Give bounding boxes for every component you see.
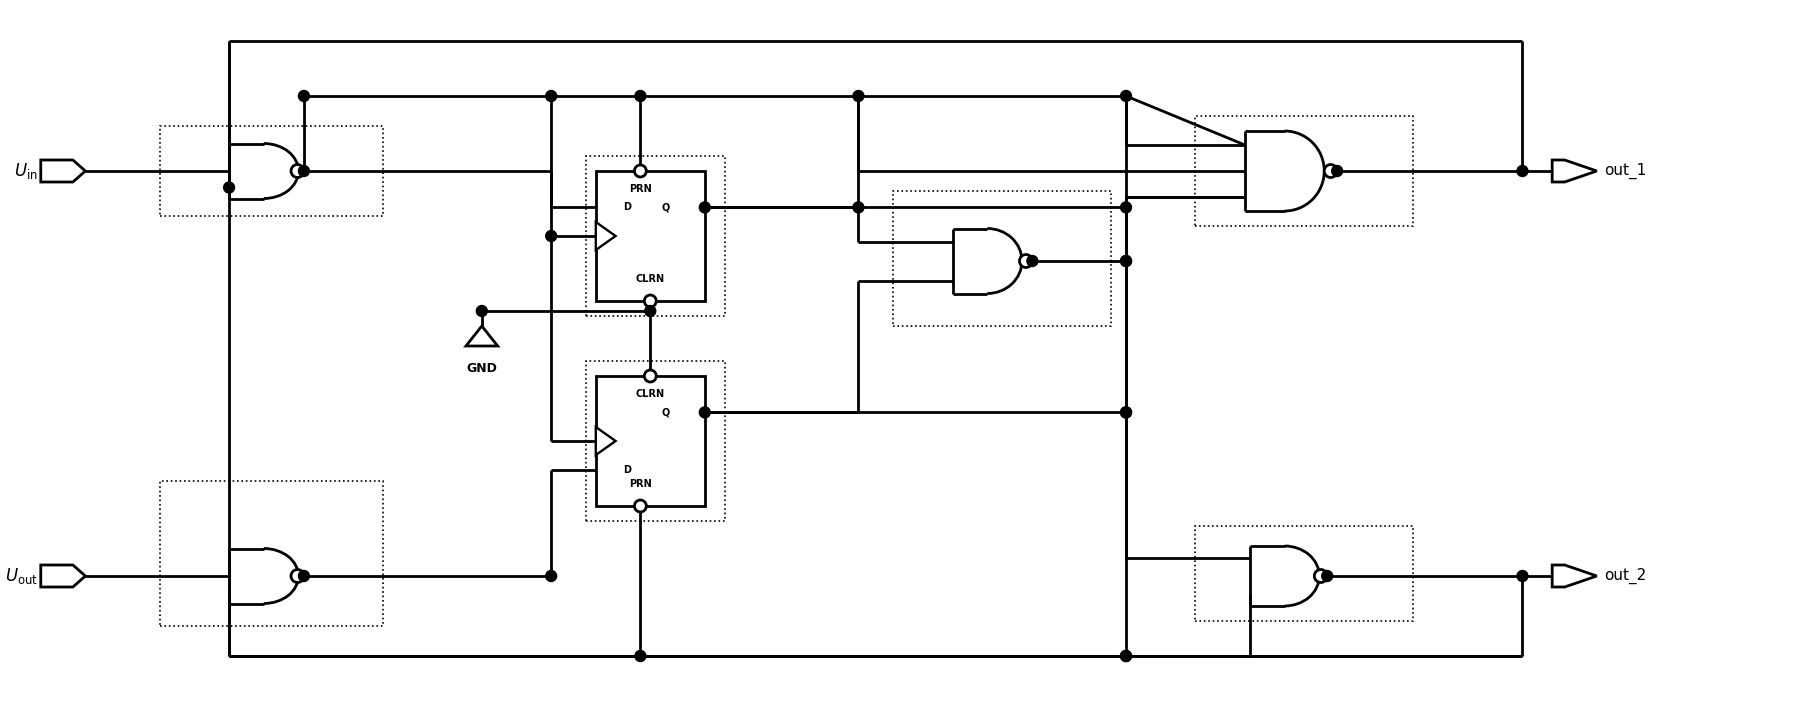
Polygon shape [465, 326, 497, 346]
Bar [596, 376, 704, 506]
Polygon shape [1552, 160, 1597, 182]
Text: PRN: PRN [629, 479, 652, 489]
Circle shape [546, 90, 557, 102]
Polygon shape [1552, 565, 1597, 587]
Polygon shape [41, 565, 86, 587]
Circle shape [546, 230, 557, 242]
Circle shape [1322, 570, 1333, 582]
Text: $U_{\rm in}$: $U_{\rm in}$ [14, 161, 38, 181]
Circle shape [1121, 651, 1131, 661]
Text: $U_{\rm out}$: $U_{\rm out}$ [5, 566, 38, 586]
Text: Q: Q [661, 203, 670, 213]
Bar [160, 126, 383, 216]
Circle shape [1121, 90, 1131, 102]
Circle shape [645, 295, 656, 307]
Bar [1196, 526, 1413, 621]
Circle shape [1121, 407, 1131, 418]
Circle shape [291, 570, 304, 582]
Circle shape [1315, 570, 1327, 582]
Circle shape [1518, 166, 1528, 176]
Text: PRN: PRN [629, 184, 652, 194]
Polygon shape [596, 427, 616, 455]
Circle shape [1020, 255, 1033, 267]
Text: Q: Q [661, 407, 670, 417]
Circle shape [636, 651, 647, 661]
Bar [596, 171, 704, 301]
Circle shape [546, 570, 557, 582]
Circle shape [699, 407, 709, 418]
Circle shape [634, 500, 647, 512]
Circle shape [298, 166, 309, 176]
Circle shape [1121, 651, 1131, 661]
Bar [160, 481, 383, 626]
Polygon shape [596, 222, 616, 250]
Circle shape [699, 202, 709, 213]
Circle shape [1027, 255, 1038, 267]
Circle shape [645, 370, 656, 382]
Text: D: D [623, 203, 632, 213]
Circle shape [1518, 570, 1528, 582]
Circle shape [291, 164, 304, 178]
Bar [585, 156, 724, 316]
Circle shape [1121, 255, 1131, 267]
Circle shape [645, 306, 656, 316]
Bar [893, 191, 1112, 326]
Bar [1196, 116, 1413, 226]
Circle shape [298, 90, 309, 102]
Circle shape [1121, 255, 1131, 267]
Circle shape [853, 90, 864, 102]
Circle shape [1331, 166, 1343, 176]
Circle shape [853, 202, 864, 213]
Text: GND: GND [467, 363, 497, 375]
Text: CLRN: CLRN [636, 389, 665, 399]
Text: D: D [623, 464, 632, 475]
Circle shape [224, 182, 235, 193]
Circle shape [1121, 407, 1131, 418]
Text: out_1: out_1 [1604, 163, 1645, 179]
Circle shape [298, 570, 309, 582]
Bar [585, 361, 724, 521]
Circle shape [1324, 164, 1336, 178]
Circle shape [1121, 202, 1131, 213]
Text: CLRN: CLRN [636, 274, 665, 284]
Circle shape [636, 90, 647, 102]
Circle shape [634, 165, 647, 177]
Polygon shape [41, 160, 86, 182]
Circle shape [476, 306, 487, 316]
Text: out_2: out_2 [1604, 568, 1645, 584]
